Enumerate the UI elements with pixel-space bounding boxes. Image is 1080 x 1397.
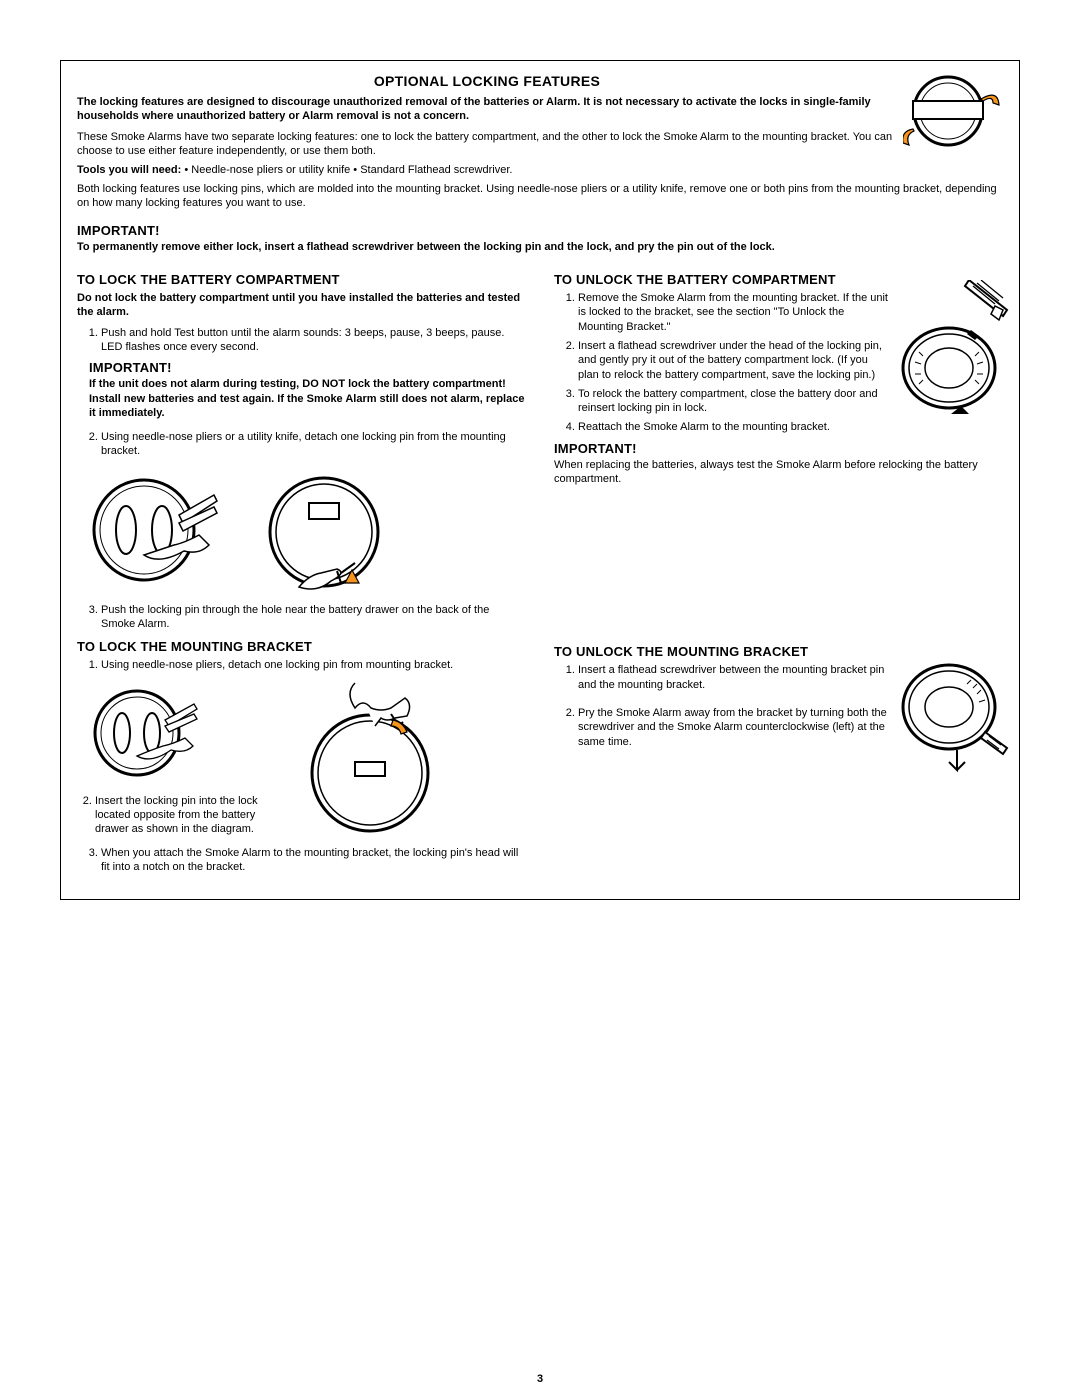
intro-bold: The locking features are designed to dis… xyxy=(77,95,1003,124)
unlock-battery-illustration xyxy=(899,280,1009,425)
lock-battery-diagrams xyxy=(89,465,526,595)
page-number: 3 xyxy=(0,1373,1080,1385)
intro-paragraph-2: Both locking features use locking pins, … xyxy=(77,182,1003,211)
tools-label: Tools you will need: xyxy=(77,164,181,176)
lock-bracket-steps-c: When you attach the Smoke Alarm to the m… xyxy=(77,846,526,875)
lock-battery-bold: Do not lock the battery compartment unti… xyxy=(77,291,526,320)
right-column: TO UNLOCK THE BATTERY COMPARTMENT xyxy=(554,264,1003,879)
unlock-battery-step-4: Reattach the Smoke Alarm to the mounting… xyxy=(578,420,891,434)
unlock-bracket-step-1: Insert a flathead screwdriver between th… xyxy=(578,663,891,692)
lock-battery-title: TO LOCK THE BATTERY COMPARTMENT xyxy=(77,272,526,287)
unlock-battery-important-label: IMPORTANT! xyxy=(554,441,1003,456)
bracket-pliers-illustration xyxy=(89,465,219,595)
unlock-battery-step-1: Remove the Smoke Alarm from the mounting… xyxy=(578,291,891,334)
lock-battery-steps-b: Using needle-nose pliers or a utility kn… xyxy=(77,430,526,459)
unlock-battery-section: TO UNLOCK THE BATTERY COMPARTMENT xyxy=(554,272,1003,435)
lock-battery-important-label: IMPORTANT! xyxy=(89,360,526,375)
lock-bracket-step-1: Using needle-nose pliers, detach one loc… xyxy=(101,658,526,672)
alarm-insert-pin-illustration xyxy=(295,678,445,838)
tools-line: Tools you will need: • Needle-nose plier… xyxy=(77,164,1003,176)
lock-battery-step-3: Push the locking pin through the hole ne… xyxy=(101,603,526,632)
lock-bracket-steps-b: Insert the locking pin into the lock loc… xyxy=(77,794,277,837)
unlock-battery-step-3: To relock the battery compartment, close… xyxy=(578,387,891,416)
header-illustration xyxy=(903,71,1003,151)
lock-bracket-steps-a: Using needle-nose pliers, detach one loc… xyxy=(77,658,526,672)
left-column: TO LOCK THE BATTERY COMPARTMENT Do not l… xyxy=(77,264,526,879)
lock-battery-steps-c: Push the locking pin through the hole ne… xyxy=(77,603,526,632)
unlock-battery-important-text: When replacing the batteries, always tes… xyxy=(554,458,1003,487)
lock-battery-step-2: Using needle-nose pliers or a utility kn… xyxy=(101,430,526,459)
important-header: IMPORTANT! xyxy=(77,223,1003,238)
bracket-pliers-illustration-2 xyxy=(89,678,199,788)
unlock-bracket-section: TO UNLOCK THE MOUNTING BRACKET xyxy=(554,644,1003,748)
two-column-layout: TO LOCK THE BATTERY COMPARTMENT Do not l… xyxy=(77,264,1003,879)
lock-bracket-step-2: Insert the locking pin into the lock loc… xyxy=(95,794,277,837)
manual-page-box: OPTIONAL LOCKING FEATURES The locking fe… xyxy=(60,60,1020,900)
lock-bracket-title: TO LOCK THE MOUNTING BRACKET xyxy=(77,639,526,654)
main-title: OPTIONAL LOCKING FEATURES xyxy=(77,73,1003,89)
lock-bracket-step-3: When you attach the Smoke Alarm to the m… xyxy=(101,846,526,875)
lock-battery-steps-a: Push and hold Test button until the alar… xyxy=(77,326,526,355)
unlock-battery-step-2: Insert a flathead screwdriver under the … xyxy=(578,339,891,382)
lock-battery-step-1: Push and hold Test button until the alar… xyxy=(101,326,526,355)
lock-battery-important-text: If the unit does not alarm during testin… xyxy=(89,377,526,420)
alarm-back-pin-illustration xyxy=(259,465,389,595)
unlock-bracket-illustration xyxy=(899,652,1009,787)
intro-paragraph-1: These Smoke Alarms have two separate loc… xyxy=(77,130,1003,159)
important-text: To permanently remove either lock, inser… xyxy=(77,240,1003,254)
tools-text: • Needle-nose pliers or utility knife • … xyxy=(181,164,512,176)
unlock-bracket-step-2: Pry the Smoke Alarm away from the bracke… xyxy=(578,706,891,749)
